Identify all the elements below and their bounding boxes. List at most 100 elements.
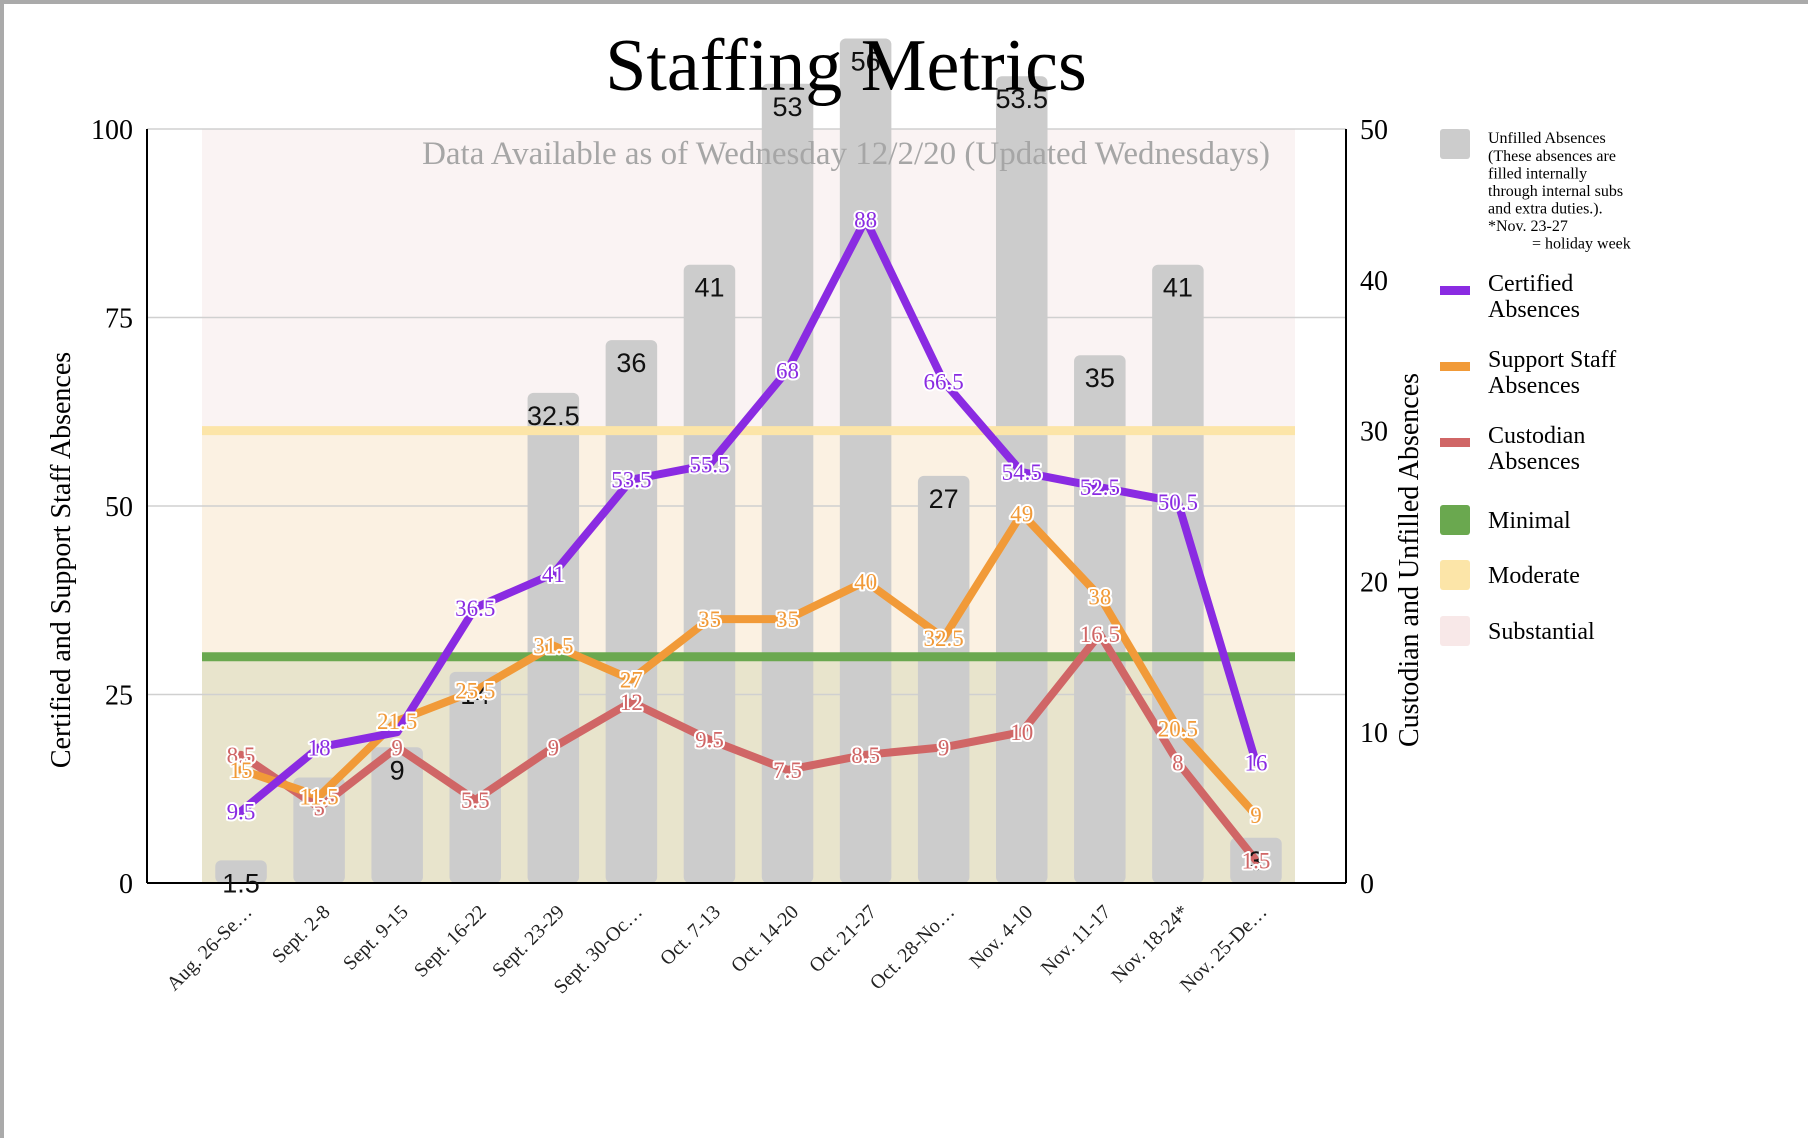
point-label: 10	[1010, 720, 1033, 745]
point-label: 9.5	[695, 728, 724, 753]
bar-unfilled	[995, 76, 1048, 884]
point-label: 32.5	[924, 626, 964, 651]
point-label: 8.5	[851, 743, 880, 768]
x-tick-label: Nov. 4-10	[965, 901, 1037, 973]
legend-label-unfilled: Unfilled Absences	[1488, 130, 1606, 147]
legend: Unfilled Absences(These absences arefill…	[1440, 129, 1631, 646]
legend-note-line: through internal subs	[1488, 183, 1623, 200]
point-label: 68	[776, 358, 799, 383]
point-label: 21.5	[377, 709, 417, 734]
bar-unfilled	[293, 777, 345, 883]
chart-subtitle: Data Available as of Wednesday 12/2/20 (…	[422, 136, 1270, 172]
x-tick-label: Aug. 26-Se…	[162, 901, 256, 995]
legend-note-line: = holiday week	[1532, 236, 1631, 253]
point-label: 38	[1088, 584, 1111, 609]
bar-value-label: 36	[616, 348, 646, 378]
legend-swatch	[1440, 286, 1470, 295]
y-tick-left: 50	[105, 492, 133, 523]
bar-value-label: 35	[1085, 363, 1115, 393]
point-label: 12	[620, 690, 643, 715]
y-tick-right: 50	[1360, 115, 1388, 146]
point-label: 9	[548, 735, 560, 760]
point-label: 18	[308, 735, 331, 760]
x-tick-label: Nov. 18-24*	[1107, 901, 1193, 987]
bar-value-label: 32.5	[527, 401, 580, 431]
legend-swatch	[1440, 438, 1470, 447]
point-label: 9	[391, 735, 403, 760]
legend-note-line: and extra duties.).	[1488, 201, 1603, 218]
point-labels: 8.5 5 9 5.5 9 12 9.5 7.5 8.5 9 10 16.5 8 1.5 15 11.5 21.…	[225, 205, 1273, 875]
bar-value-label: 41	[1163, 273, 1193, 303]
y-tick-left: 0	[119, 869, 133, 900]
bar-unfilled	[683, 264, 736, 884]
y-tick-left: 100	[91, 115, 133, 146]
point-label: 16	[1244, 750, 1267, 775]
y-tick-left: 25	[105, 681, 133, 712]
point-label: 9	[938, 735, 950, 760]
point-label: 88	[854, 207, 877, 232]
legend-label: Absences	[1488, 373, 1580, 399]
x-tick-label: Sept. 2-8	[268, 901, 335, 968]
legend-note-line: filled internally	[1488, 166, 1587, 183]
point-label: 66.5	[924, 370, 964, 395]
legend-note-line: *Nov. 23-27	[1488, 218, 1568, 235]
y-tick-right: 30	[1360, 417, 1388, 448]
point-label: 53.5	[611, 468, 651, 493]
point-label: 8	[1172, 750, 1184, 775]
bar-unfilled	[761, 83, 814, 883]
legend-label: Moderate	[1488, 563, 1580, 589]
bar-unfilled	[215, 860, 267, 883]
legend-swatch	[1440, 560, 1470, 590]
legend-label: Absences	[1488, 449, 1580, 475]
legend-label: Support Staff	[1488, 347, 1616, 373]
y-tick-right: 10	[1360, 718, 1388, 749]
point-label: 35	[776, 607, 799, 632]
axes	[146, 129, 1347, 884]
point-label: 50.5	[1158, 490, 1198, 515]
y-axis-left-label: Certified and Support Staff Absences	[46, 352, 77, 768]
point-label: 35	[698, 607, 721, 632]
legend-swatch-unfilled	[1440, 129, 1470, 159]
x-tick-label: Sept. 16-22	[410, 901, 491, 982]
point-label: 7.5	[773, 758, 802, 783]
bar-value-label: 56	[851, 47, 881, 77]
point-label: 52.5	[1080, 475, 1120, 500]
line-certified-absences	[237, 215, 1260, 816]
legend-note-line: (These absences are	[1488, 148, 1616, 165]
point-label: 55.5	[689, 453, 729, 478]
band-substantial	[202, 129, 1295, 431]
x-tick-label: Sept. 23-29	[488, 901, 569, 982]
x-tick-label: Oct. 21-27	[805, 901, 881, 977]
bar-value-label: 53	[773, 92, 803, 122]
bar-unfilled	[917, 475, 970, 883]
bar-unfilled	[449, 671, 502, 883]
point-label: 41	[542, 562, 565, 587]
point-label: 54.5	[1002, 460, 1042, 485]
point-label: 36.5	[455, 596, 495, 621]
bar-labels: 1.5 9 14 32.5 36 41 53 56 27 53.5 35 41 3	[222, 47, 1263, 899]
y-tick-right: 20	[1360, 567, 1388, 598]
x-tick-label: Oct. 28-No…	[866, 901, 959, 994]
point-label: 49	[1010, 502, 1033, 527]
y-axis-right-label: Custodian and Unfilled Absences	[1394, 373, 1425, 747]
point-label: 16.5	[1080, 622, 1120, 647]
bar-value-label: 41	[694, 273, 724, 303]
x-tick-label: Oct. 14-20	[727, 901, 803, 977]
bar-unfilled	[605, 340, 658, 883]
bar-value-label: 14	[460, 680, 490, 710]
bar-value-label: 9	[390, 755, 405, 785]
legend-label: Custodian	[1488, 423, 1585, 449]
point-label: 40	[854, 569, 877, 594]
point-label: 8.5	[227, 743, 256, 768]
point-label: 5.5	[461, 788, 490, 813]
legend-label: Substantial	[1488, 619, 1595, 645]
x-tick-label: Sept. 9-15	[339, 901, 413, 975]
point-label: 5	[313, 796, 325, 821]
y-tick-left: 75	[105, 304, 133, 335]
legend-swatch	[1440, 362, 1470, 371]
bar-value-label: 3	[1248, 846, 1263, 876]
line-custodian-absences	[237, 630, 1260, 865]
point-label: 9	[1250, 803, 1262, 828]
legend-label: Minimal	[1488, 508, 1571, 534]
